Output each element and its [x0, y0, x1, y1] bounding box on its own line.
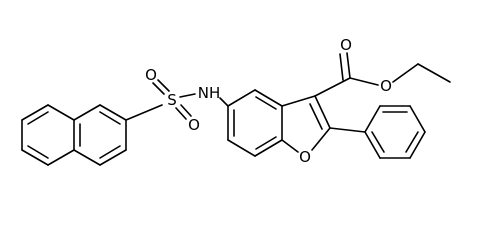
atom-label: O: [299, 148, 311, 166]
atom-label: NH: [198, 84, 221, 102]
atom-label: O: [340, 36, 352, 54]
atom-label: O: [188, 116, 200, 134]
bonds: [21, 52, 451, 166]
atom-label: O: [380, 77, 392, 95]
atom-label: S: [167, 91, 177, 109]
molecule-diagram: O O S O O NH O: [21, 36, 451, 166]
atom-label: O: [145, 66, 157, 84]
atom-labels: O O S O O NH O: [145, 36, 392, 166]
